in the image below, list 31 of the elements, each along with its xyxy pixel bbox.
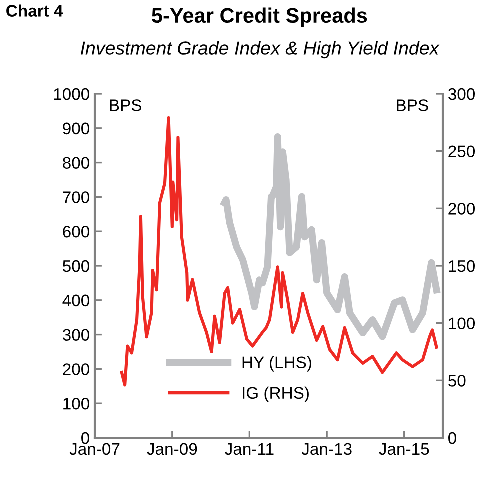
x-tick-label: Jan-11 <box>225 443 274 456</box>
y-tick-label: 200 <box>63 364 90 376</box>
y-tick-label: 300 <box>62 329 90 342</box>
y2-tick-label: 100 <box>449 318 476 330</box>
line-series <box>120 116 438 387</box>
chart-subtitle: Investment Grade Index & High Yield Index <box>80 41 440 59</box>
y-tick-label: 500 <box>63 260 90 272</box>
y-tick-label: 100 <box>64 398 90 410</box>
y2-tick-label: 50 <box>448 375 466 387</box>
caption: Chart 4 <box>6 4 64 17</box>
y-tick-label: 600 <box>63 226 90 238</box>
y2-axis-title: BPS <box>397 100 428 112</box>
x-tick-label: Jan-07 <box>70 443 120 456</box>
x-tick-label: Jan-15 <box>379 443 430 456</box>
y-tick-label: 800 <box>63 157 90 170</box>
y2-tick-label: 200 <box>448 203 476 215</box>
y2-tick-label: 300 <box>448 88 476 100</box>
y2-tick-label: 250 <box>448 146 476 158</box>
y-tick-label: 700 <box>63 192 90 204</box>
y-tick-label: 1000 <box>54 88 90 100</box>
y2-tick-label: 150 <box>449 260 476 272</box>
x-tick-label: Jan-13 <box>302 443 352 456</box>
legend-label: HY (LHS) <box>242 356 312 372</box>
x-tick-label: Jan-09 <box>147 443 198 456</box>
y-tick-label: 900 <box>63 122 90 135</box>
y-axis-title: BPS <box>110 100 142 112</box>
y2-tick-label: 0 <box>448 432 456 444</box>
legend-label: IG (RHS) <box>243 386 309 402</box>
y-tick-label: 400 <box>62 294 90 307</box>
y-tick-label: 0 <box>82 432 90 444</box>
chart-title: 5-Year Credit Spreads <box>152 8 368 28</box>
